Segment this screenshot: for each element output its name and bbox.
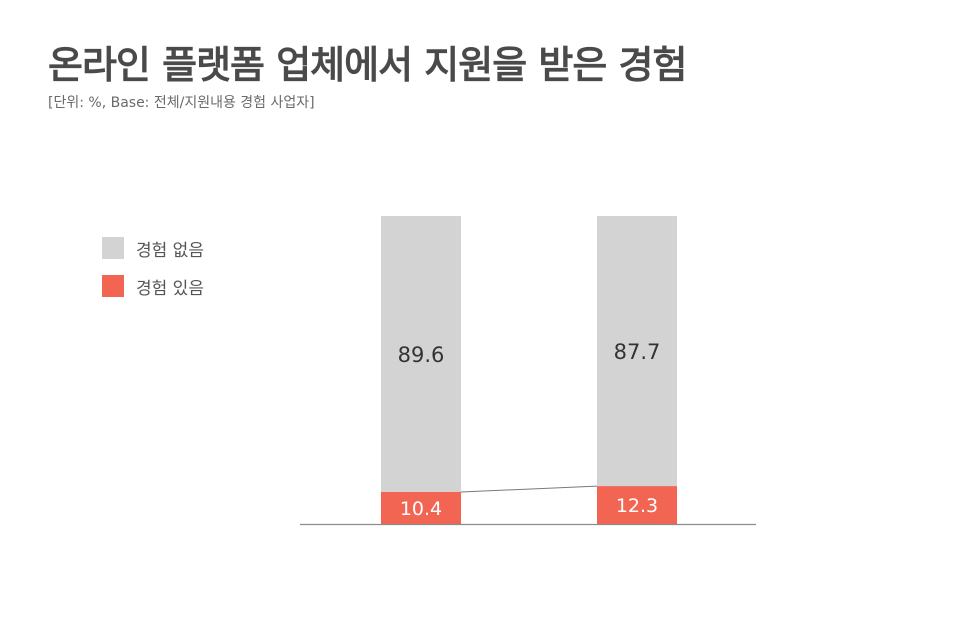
legend-label-experience: 경험 있음: [136, 278, 204, 299]
data-label-experience-1: 10.4: [400, 498, 442, 520]
bar-experience-2: [597, 486, 677, 524]
bar-no-experience-2: [597, 216, 677, 487]
legend-item-no-experience: 경험 없음: [102, 236, 204, 261]
connector-line: [460, 485, 598, 493]
bar-experience-1: [381, 491, 461, 524]
legend-swatch-experience: [102, 275, 124, 297]
legend-label-no-experience: 경험 없음: [136, 240, 204, 261]
bar-no-experience-1: [381, 216, 461, 492]
page-title: 온라인 플랫폼 업체에서 지원을 받은 경험: [48, 43, 687, 87]
legend-item-experience: 경험 있음: [102, 274, 204, 299]
data-label-no-experience-2: 87.7: [614, 340, 661, 364]
data-label-experience-2: 12.3: [616, 495, 658, 517]
legend-swatch-no-experience: [102, 237, 124, 259]
chart-subtitle: [단위: %, Base: 전체/지원내용 경험 사업자]: [48, 95, 315, 111]
legend: 경험 없음 경험 있음: [102, 236, 204, 312]
data-label-no-experience-1: 89.6: [398, 343, 445, 367]
